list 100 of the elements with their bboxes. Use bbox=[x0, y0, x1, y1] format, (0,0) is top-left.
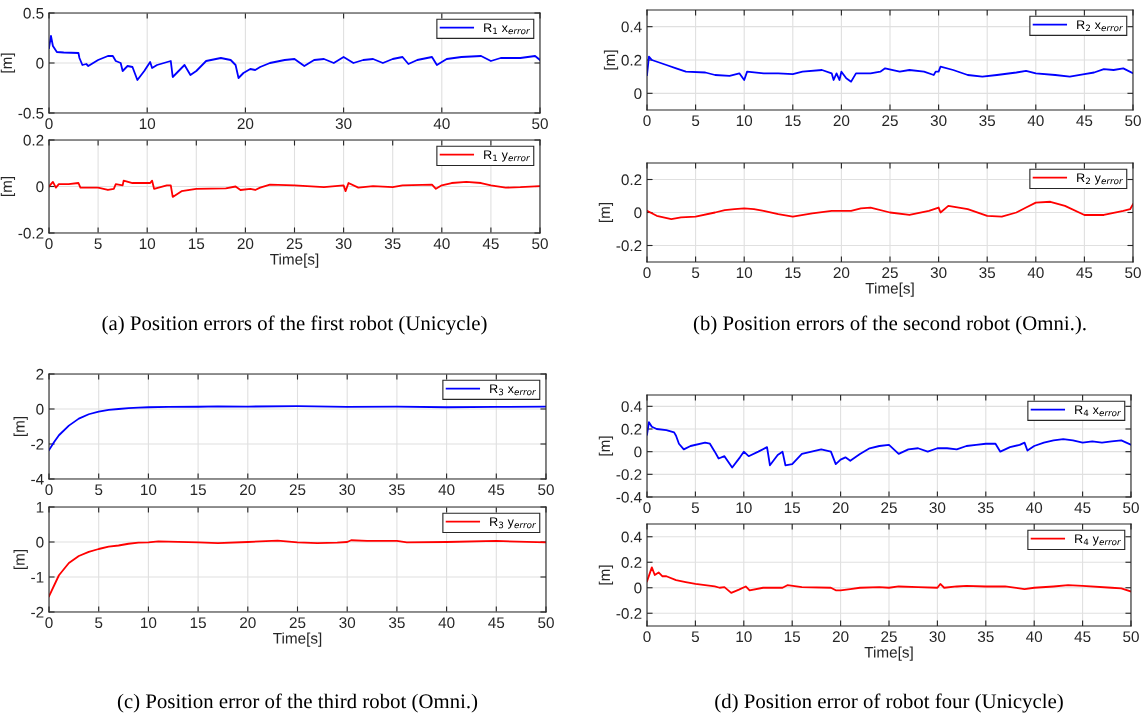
y-tick-label: 2 bbox=[36, 368, 44, 380]
x-tick-label: 45 bbox=[488, 484, 505, 496]
x-tick-label: 0 bbox=[643, 267, 651, 279]
x-tick-label: 30 bbox=[335, 118, 352, 130]
x-tick-label: 45 bbox=[488, 617, 505, 629]
y-tick-label: -4 bbox=[31, 474, 44, 485]
x-tick-label: 50 bbox=[532, 118, 548, 130]
x-axis-title: Time[s] bbox=[864, 646, 913, 661]
x-tick-label: 35 bbox=[979, 267, 996, 279]
line-series bbox=[49, 35, 540, 81]
x-tick-label: 40 bbox=[433, 118, 450, 130]
y-tick-label: 0 bbox=[634, 207, 642, 219]
x-tick-label: 35 bbox=[388, 617, 405, 629]
x-axis-title: Time[s] bbox=[270, 253, 319, 268]
x-tick-label: 15 bbox=[190, 617, 206, 629]
x-tick-label: 10 bbox=[139, 238, 156, 250]
x-tick-label: 25 bbox=[289, 617, 306, 629]
x-tick-label: 10 bbox=[139, 118, 156, 130]
x-axis-title: Time[s] bbox=[865, 282, 914, 297]
y-tick-label: 0.4 bbox=[621, 401, 642, 413]
x-tick-label: 25 bbox=[289, 484, 306, 496]
x-tick-label: 0 bbox=[45, 238, 53, 250]
x-tick-label: 35 bbox=[384, 238, 401, 250]
y-tick-label: 0 bbox=[634, 446, 642, 458]
y-axis-title: [m] bbox=[598, 202, 614, 223]
line-series bbox=[49, 539, 546, 598]
x-tick-label: 35 bbox=[977, 631, 994, 643]
text: (b) Position errors of the second robot (Omni.). bbox=[693, 315, 1086, 335]
x-tick-label: 10 bbox=[736, 631, 752, 643]
y-axis-title: [m] bbox=[0, 176, 16, 197]
x-tick-label: 25 bbox=[882, 267, 898, 279]
y-tick-label: -0.2 bbox=[18, 227, 44, 239]
x-tick-label: 0 bbox=[643, 115, 651, 127]
x-tick-label: 45 bbox=[1074, 631, 1091, 643]
legend-label: R$_{3}$ x$_{error}$ bbox=[490, 384, 537, 396]
x-tick-label: 45 bbox=[1076, 115, 1093, 127]
legend-label: R$_{4}$ x$_{error}$ bbox=[1075, 405, 1122, 417]
x-tick-label: 15 bbox=[190, 484, 206, 496]
legend-label: R$_{2}$ x$_{error}$ bbox=[1077, 20, 1124, 32]
x-tick-label: 0 bbox=[643, 502, 651, 514]
x-tick-label: 10 bbox=[736, 115, 753, 127]
x-tick-label: 50 bbox=[1123, 502, 1139, 514]
x-tick-label: 10 bbox=[141, 484, 157, 496]
x-tick-label: 10 bbox=[141, 617, 157, 629]
x-tick-label: 20 bbox=[240, 484, 256, 496]
legend-label: R$_{1}$ y$_{error}$ bbox=[484, 150, 531, 162]
y-tick-label: 0 bbox=[36, 181, 44, 193]
line-series bbox=[49, 179, 540, 198]
x-tick-label: 5 bbox=[95, 484, 103, 496]
x-tick-label: 30 bbox=[339, 617, 356, 629]
legend-label: R$_{3}$ y$_{error}$ bbox=[490, 517, 537, 529]
x-tick-label: 5 bbox=[691, 267, 700, 279]
x-tick-label: 35 bbox=[979, 115, 996, 127]
x-tick-label: 5 bbox=[691, 631, 700, 643]
x-tick-label: 40 bbox=[1027, 267, 1044, 279]
x-tick-label: 10 bbox=[736, 502, 752, 514]
x-tick-label: 20 bbox=[832, 631, 849, 643]
x-tick-label: 0 bbox=[45, 484, 53, 496]
y-axis-title: [m] bbox=[0, 53, 16, 73]
y-tick-label: 0.2 bbox=[621, 557, 642, 568]
legend-label: R$_{4}$ y$_{error}$ bbox=[1075, 534, 1122, 546]
x-tick-label: 25 bbox=[881, 502, 897, 514]
x-tick-label: 40 bbox=[1026, 631, 1043, 643]
y-tick-label: 0 bbox=[36, 403, 44, 415]
line-series bbox=[647, 421, 1131, 469]
y-tick-label: 0.2 bbox=[621, 423, 642, 435]
x-tick-label: 50 bbox=[532, 238, 548, 250]
y-tick-label: 0.2 bbox=[23, 134, 44, 146]
x-tick-label: 25 bbox=[286, 238, 303, 250]
y-tick-label: -0.2 bbox=[616, 469, 642, 481]
x-tick-label: 40 bbox=[433, 238, 450, 250]
y-axis-title: [m] bbox=[13, 549, 28, 570]
x-tick-label: 20 bbox=[237, 238, 254, 250]
x-tick-label: 30 bbox=[930, 267, 947, 279]
y-tick-label: -2 bbox=[31, 606, 44, 618]
y-tick-label: -0.4 bbox=[616, 491, 642, 503]
x-tick-label: 30 bbox=[930, 115, 947, 127]
y-axis-title: [m] bbox=[13, 416, 28, 437]
x-tick-label: 30 bbox=[929, 631, 946, 643]
line-series bbox=[647, 55, 1133, 83]
x-tick-label: 5 bbox=[691, 115, 700, 127]
x-tick-label: 40 bbox=[438, 484, 455, 496]
y-tick-label: -0.5 bbox=[18, 107, 44, 119]
x-tick-label: 45 bbox=[1074, 502, 1091, 514]
x-tick-label: 35 bbox=[977, 502, 994, 514]
x-tick-label: 15 bbox=[785, 115, 801, 127]
x-tick-label: 40 bbox=[1026, 502, 1043, 514]
y-tick-label: 0.5 bbox=[23, 7, 44, 19]
x-tick-label: 20 bbox=[237, 118, 254, 130]
x-tick-label: 25 bbox=[881, 631, 897, 643]
y-tick-label: 0 bbox=[36, 536, 44, 548]
legend-label: R$_{2}$ y$_{error}$ bbox=[1077, 173, 1124, 185]
x-tick-label: 15 bbox=[785, 267, 801, 279]
x-tick-label: 5 bbox=[94, 238, 102, 250]
x-tick-label: 50 bbox=[1123, 631, 1139, 643]
x-tick-label: 50 bbox=[538, 617, 554, 629]
y-tick-label: 0 bbox=[36, 57, 44, 69]
x-tick-label: 30 bbox=[339, 484, 356, 496]
y-tick-label: -1 bbox=[31, 572, 44, 583]
line-series bbox=[647, 200, 1133, 221]
